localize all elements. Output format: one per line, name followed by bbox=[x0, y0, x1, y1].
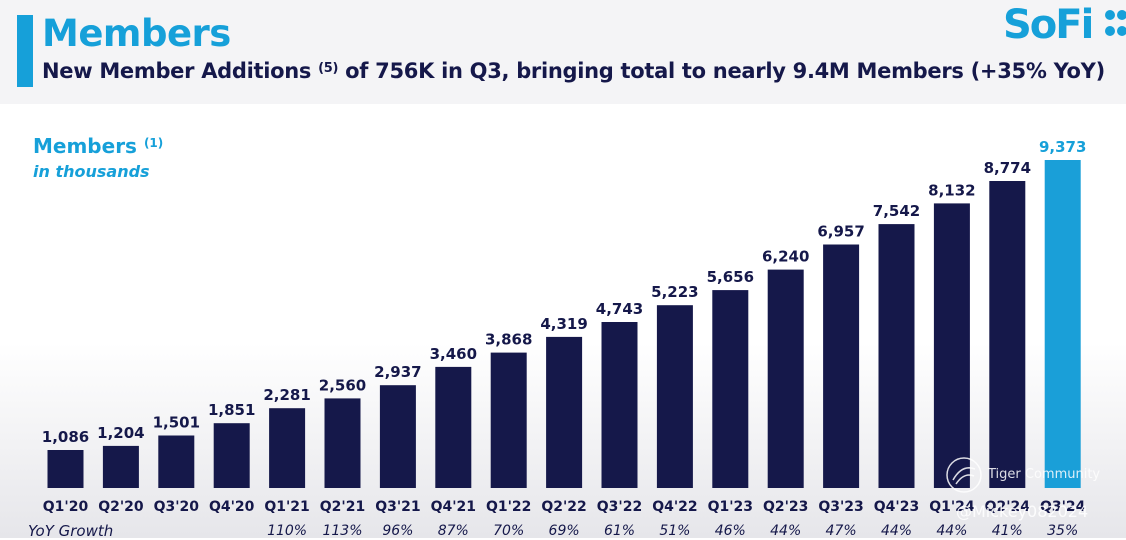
x-tick-Q2'20: Q2'20 bbox=[98, 499, 144, 515]
value-label-Q2'21: 2,560 bbox=[319, 376, 366, 394]
x-tick-Q4'22: Q4'22 bbox=[652, 499, 697, 515]
yoy-growth-Q4'23: 44% bbox=[881, 523, 912, 538]
yoy-growth-Q1'21: 110% bbox=[267, 523, 307, 538]
bar-Q2'24 bbox=[989, 181, 1026, 488]
yoy-growth-Q4'22: 51% bbox=[659, 523, 690, 538]
watermark-brand: Tiger Community bbox=[988, 467, 1101, 482]
value-label-Q3'20: 1,501 bbox=[153, 414, 200, 432]
bar-Q3'23 bbox=[823, 244, 860, 488]
value-label-Q2'24: 8,774 bbox=[984, 159, 1031, 177]
value-label-Q2'20: 1,204 bbox=[97, 424, 144, 442]
value-label-Q4'21: 3,460 bbox=[430, 345, 477, 363]
yoy-growth-Q3'22: 61% bbox=[604, 523, 635, 538]
x-tick-Q3'22: Q3'22 bbox=[597, 499, 642, 515]
bar-Q4'20 bbox=[213, 423, 250, 488]
header-band bbox=[0, 0, 1126, 104]
bar-Q1'22 bbox=[490, 352, 527, 488]
bar-Q3'24 bbox=[1044, 160, 1081, 488]
yoy-growth-Q2'21: 113% bbox=[322, 523, 362, 538]
bar-Q1'20 bbox=[47, 450, 84, 488]
value-label-Q3'24: 9,373 bbox=[1039, 138, 1086, 156]
value-label-Q2'23: 6,240 bbox=[762, 248, 809, 266]
bar-Q4'23 bbox=[878, 224, 915, 488]
x-tick-Q3'24: Q3'24 bbox=[1040, 499, 1086, 515]
page-title: Members bbox=[42, 12, 231, 55]
sofi-logo-icon bbox=[1105, 10, 1126, 36]
x-tick-Q2'22: Q2'22 bbox=[541, 499, 586, 515]
value-label-Q1'20: 1,086 bbox=[42, 428, 89, 446]
x-tick-Q4'20: Q4'20 bbox=[209, 499, 255, 515]
x-tick-Q1'22: Q1'22 bbox=[486, 499, 531, 515]
x-tick-Q4'21: Q4'21 bbox=[431, 499, 476, 515]
value-label-Q1'23: 5,656 bbox=[707, 268, 754, 286]
title-accent-bar bbox=[17, 15, 33, 87]
x-tick-Q2'24: Q2'24 bbox=[985, 499, 1031, 515]
yoy-growth-Q3'21: 96% bbox=[382, 523, 413, 538]
subtitle-text-end: of 756K in Q3, bringing total to nearly … bbox=[338, 59, 1105, 83]
x-tick-Q1'20: Q1'20 bbox=[43, 499, 89, 515]
yoy-growth-Q3'23: 47% bbox=[826, 523, 857, 538]
yoy-growth-Q4'21: 87% bbox=[438, 523, 469, 538]
bar-Q2'23 bbox=[767, 269, 804, 488]
x-tick-Q3'20: Q3'20 bbox=[154, 499, 200, 515]
bar-Q4'21 bbox=[435, 366, 472, 488]
value-label-Q3'22: 4,743 bbox=[596, 300, 643, 318]
bar-Q1'24 bbox=[933, 203, 970, 488]
value-label-Q1'21: 2,281 bbox=[263, 386, 310, 404]
subtitle-footnote: (5) bbox=[318, 61, 339, 76]
bar-Q1'23 bbox=[712, 290, 749, 488]
x-tick-Q3'21: Q3'21 bbox=[375, 499, 420, 515]
value-label-Q4'23: 7,542 bbox=[873, 202, 920, 220]
bar-Q3'21 bbox=[379, 385, 416, 488]
bar-Q4'22 bbox=[656, 305, 693, 488]
y-axis-unit: in thousands bbox=[33, 162, 150, 181]
yoy-growth-Q3'24: 35% bbox=[1047, 523, 1078, 538]
x-tick-Q1'21: Q1'21 bbox=[264, 499, 309, 515]
y-axis-label: Members (1) bbox=[33, 134, 163, 158]
x-tick-Q2'23: Q2'23 bbox=[763, 499, 808, 515]
tiger-logo-icon bbox=[946, 457, 982, 493]
value-label-Q3'23: 6,957 bbox=[817, 223, 864, 241]
yoy-growth-Q1'23: 46% bbox=[715, 523, 746, 538]
x-tick-Q3'23: Q3'23 bbox=[818, 499, 863, 515]
x-tick-Q1'23: Q1'23 bbox=[708, 499, 753, 515]
value-label-Q4'22: 5,223 bbox=[651, 283, 698, 301]
yoy-growth-Q2'22: 69% bbox=[549, 523, 580, 538]
x-tick-Q1'24: Q1'24 bbox=[929, 499, 975, 515]
page-subtitle: New Member Additions (5) of 756K in Q3, … bbox=[42, 59, 1105, 83]
y-axis-label-text: Members bbox=[33, 134, 137, 158]
bar-Q2'20 bbox=[102, 445, 139, 488]
x-tick-Q2'21: Q2'21 bbox=[320, 499, 365, 515]
value-label-Q3'21: 2,937 bbox=[374, 363, 421, 381]
bar-Q3'22 bbox=[601, 322, 638, 488]
bar-Q2'21 bbox=[324, 398, 361, 488]
subtitle-text-start: New Member Additions bbox=[42, 59, 319, 83]
yoy-growth-label: YoY Growth bbox=[28, 522, 114, 540]
value-label-Q1'22: 3,868 bbox=[485, 331, 532, 349]
sofi-logo: SoFi bbox=[1003, 2, 1094, 48]
bar-Q2'22 bbox=[546, 336, 583, 488]
value-label-Q4'20: 1,851 bbox=[208, 401, 255, 419]
bar-Q3'20 bbox=[158, 435, 195, 488]
bar-Q1'21 bbox=[269, 408, 306, 488]
y-axis-label-footnote: (1) bbox=[143, 136, 164, 150]
x-tick-Q4'23: Q4'23 bbox=[874, 499, 919, 515]
yoy-growth-Q2'24: 41% bbox=[992, 523, 1023, 538]
yoy-growth-Q1'22: 70% bbox=[493, 523, 524, 538]
yoy-growth-Q2'23: 44% bbox=[770, 523, 801, 538]
watermark-handle: @Mickey082024 bbox=[956, 502, 1089, 521]
yoy-growth-Q1'24: 44% bbox=[936, 523, 967, 538]
value-label-Q2'22: 4,319 bbox=[540, 315, 587, 333]
value-label-Q1'24: 8,132 bbox=[928, 181, 975, 199]
